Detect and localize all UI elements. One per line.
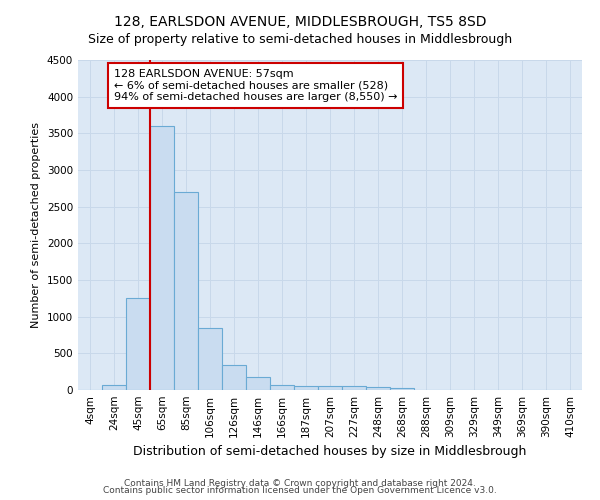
Text: 128, EARLSDON AVENUE, MIDDLESBROUGH, TS5 8SD: 128, EARLSDON AVENUE, MIDDLESBROUGH, TS5… [114, 15, 486, 29]
Bar [198, 328, 222, 390]
Bar [174, 192, 198, 390]
Bar [342, 386, 366, 390]
Text: Contains HM Land Registry data © Crown copyright and database right 2024.: Contains HM Land Registry data © Crown c… [124, 478, 476, 488]
Bar [270, 384, 294, 390]
Bar [222, 365, 246, 390]
Bar [318, 386, 342, 390]
Bar [102, 384, 126, 390]
Bar [246, 377, 270, 390]
Text: 128 EARLSDON AVENUE: 57sqm
← 6% of semi-detached houses are smaller (528)
94% of: 128 EARLSDON AVENUE: 57sqm ← 6% of semi-… [114, 69, 398, 102]
Bar [150, 126, 174, 390]
Bar [126, 298, 150, 390]
Bar [390, 388, 414, 390]
X-axis label: Distribution of semi-detached houses by size in Middlesbrough: Distribution of semi-detached houses by … [133, 446, 527, 458]
Y-axis label: Number of semi-detached properties: Number of semi-detached properties [31, 122, 41, 328]
Text: Size of property relative to semi-detached houses in Middlesbrough: Size of property relative to semi-detach… [88, 32, 512, 46]
Bar [366, 387, 390, 390]
Bar [294, 386, 318, 390]
Text: Contains public sector information licensed under the Open Government Licence v3: Contains public sector information licen… [103, 486, 497, 495]
